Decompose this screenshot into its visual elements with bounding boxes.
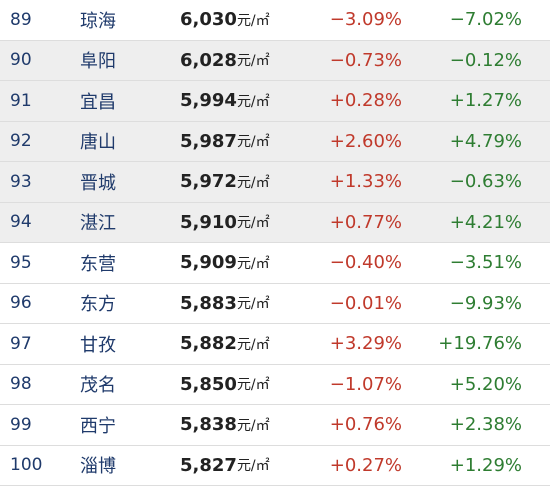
city-cell: 茂名 xyxy=(80,375,116,397)
price-value: 6,028 xyxy=(180,49,237,71)
price-value: 5,850 xyxy=(180,373,237,395)
city-cell: 甘孜 xyxy=(80,334,116,356)
city-cell: 唐山 xyxy=(80,132,116,154)
table-row: 89 琼海 6,030 元/㎡ −3.09% −7.02% xyxy=(0,0,550,41)
table-row: 95 东营 5,909 元/㎡ −0.40% −3.51% xyxy=(0,243,550,284)
table-row: 93 晋城 5,972 元/㎡ +1.33% −0.63% xyxy=(0,162,550,203)
price-value: 6,030 xyxy=(180,9,237,31)
rank-cell: 100 xyxy=(10,455,43,476)
price-cell: 5,994 元/㎡ xyxy=(180,81,270,121)
table-row: 94 湛江 5,910 元/㎡ +0.77% +4.21% xyxy=(0,202,550,243)
rank-cell: 95 xyxy=(10,252,32,273)
price-value: 5,994 xyxy=(180,90,237,112)
city-cell: 东方 xyxy=(80,294,116,316)
city-cell: 湛江 xyxy=(80,213,116,235)
price-value: 5,972 xyxy=(180,171,237,193)
rank-cell: 98 xyxy=(10,374,32,395)
price-unit: 元/㎡ xyxy=(236,93,270,110)
table-row: 100 淄博 5,827 元/㎡ +0.27% +1.29% xyxy=(0,446,550,486)
price-unit: 元/㎡ xyxy=(236,134,270,151)
city-cell: 琼海 xyxy=(80,10,116,32)
mom-change-cell: −0.01% xyxy=(329,292,402,314)
yoy-change-cell: +4.21% xyxy=(449,211,522,233)
table-row: 90 阜阳 6,028 元/㎡ −0.73% −0.12% xyxy=(0,40,550,81)
price-value: 5,909 xyxy=(180,252,237,274)
rank-cell: 99 xyxy=(10,414,32,435)
price-cell: 5,972 元/㎡ xyxy=(180,162,270,202)
yoy-change-cell: −3.51% xyxy=(449,252,522,274)
price-unit: 元/㎡ xyxy=(236,53,270,70)
rank-cell: 91 xyxy=(10,90,32,111)
yoy-change-cell: −9.93% xyxy=(449,292,522,314)
mom-change-cell: +0.77% xyxy=(329,211,402,233)
yoy-change-cell: −0.63% xyxy=(449,171,522,193)
price-cell: 5,838 元/㎡ xyxy=(180,405,270,445)
yoy-change-cell: −7.02% xyxy=(449,9,522,31)
city-cell: 淄博 xyxy=(80,456,116,478)
table-row: 99 西宁 5,838 元/㎡ +0.76% +2.38% xyxy=(0,405,550,446)
price-unit: 元/㎡ xyxy=(236,296,270,313)
city-cell: 晋城 xyxy=(80,172,116,194)
price-cell: 5,882 元/㎡ xyxy=(180,324,270,364)
price-value: 5,883 xyxy=(180,292,237,314)
city-cell: 东营 xyxy=(80,253,116,275)
price-unit: 元/㎡ xyxy=(236,377,270,394)
mom-change-cell: −3.09% xyxy=(329,9,402,31)
price-unit: 元/㎡ xyxy=(236,458,270,475)
city-cell: 西宁 xyxy=(80,415,116,437)
price-cell: 5,883 元/㎡ xyxy=(180,284,270,324)
table-row: 97 甘孜 5,882 元/㎡ +3.29% +19.76% xyxy=(0,324,550,365)
mom-change-cell: −0.40% xyxy=(329,252,402,274)
price-cell: 6,028 元/㎡ xyxy=(180,41,270,81)
yoy-change-cell: +5.20% xyxy=(449,373,522,395)
price-unit: 元/㎡ xyxy=(236,215,270,232)
mom-change-cell: −1.07% xyxy=(329,373,402,395)
price-value: 5,882 xyxy=(180,333,237,355)
table-row: 98 茂名 5,850 元/㎡ −1.07% +5.20% xyxy=(0,365,550,405)
rank-cell: 92 xyxy=(10,131,32,152)
mom-change-cell: −0.73% xyxy=(329,49,402,71)
price-cell: 5,909 元/㎡ xyxy=(180,243,270,283)
price-value: 5,827 xyxy=(180,454,237,476)
price-unit: 元/㎡ xyxy=(236,417,270,434)
mom-change-cell: +1.33% xyxy=(329,171,402,193)
price-value: 5,910 xyxy=(180,211,237,233)
yoy-change-cell: −0.12% xyxy=(449,49,522,71)
price-cell: 5,827 元/㎡ xyxy=(180,446,270,486)
yoy-change-cell: +2.38% xyxy=(449,414,522,436)
city-cell: 宜昌 xyxy=(80,91,116,113)
yoy-change-cell: +1.29% xyxy=(449,454,522,476)
price-value: 5,987 xyxy=(180,130,237,152)
price-cell: 6,030 元/㎡ xyxy=(180,0,270,40)
mom-change-cell: +3.29% xyxy=(329,333,402,355)
table-row: 92 唐山 5,987 元/㎡ +2.60% +4.79% xyxy=(0,121,550,162)
rank-cell: 96 xyxy=(10,293,32,314)
city-cell: 阜阳 xyxy=(80,51,116,73)
price-value: 5,838 xyxy=(180,414,237,436)
price-cell: 5,987 元/㎡ xyxy=(180,122,270,162)
yoy-change-cell: +4.79% xyxy=(449,130,522,152)
mom-change-cell: +0.76% xyxy=(329,414,402,436)
rank-cell: 97 xyxy=(10,333,32,354)
mom-change-cell: +0.27% xyxy=(329,454,402,476)
yoy-change-cell: +19.76% xyxy=(438,333,522,355)
table-row: 96 东方 5,883 元/㎡ −0.01% −9.93% xyxy=(0,284,550,324)
price-cell: 5,910 元/㎡ xyxy=(180,203,270,243)
rank-cell: 94 xyxy=(10,212,32,233)
price-unit: 元/㎡ xyxy=(236,336,270,353)
mom-change-cell: +2.60% xyxy=(329,130,402,152)
mom-change-cell: +0.28% xyxy=(329,90,402,112)
rank-cell: 93 xyxy=(10,171,32,192)
price-unit: 元/㎡ xyxy=(236,174,270,191)
table-row: 91 宜昌 5,994 元/㎡ +0.28% +1.27% xyxy=(0,81,550,122)
yoy-change-cell: +1.27% xyxy=(449,90,522,112)
price-cell: 5,850 元/㎡ xyxy=(180,365,270,405)
price-unit: 元/㎡ xyxy=(236,255,270,272)
price-unit: 元/㎡ xyxy=(236,12,270,29)
rank-cell: 90 xyxy=(10,50,32,71)
rank-cell: 89 xyxy=(10,9,32,30)
